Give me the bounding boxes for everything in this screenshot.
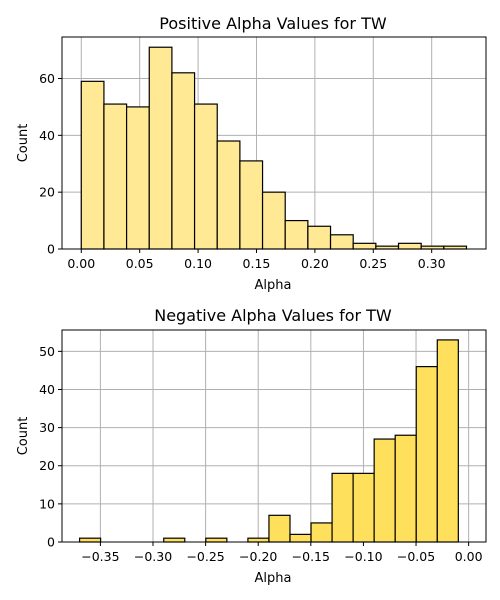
histogram-bar <box>261 191 286 250</box>
histogram-bar <box>394 434 417 543</box>
histogram-bar <box>247 537 270 543</box>
x-tick-label: 0.25 <box>359 256 387 271</box>
histogram-bar <box>436 339 459 543</box>
bars <box>80 46 468 250</box>
x-tick-label: −0.15 <box>292 549 330 564</box>
y-axis-label: Count <box>16 124 31 163</box>
histogram-bar <box>148 46 173 250</box>
axes-frame <box>61 329 487 543</box>
x-axis-label: Alpha <box>255 571 292 586</box>
x-tick-label: −0.35 <box>81 549 119 564</box>
x-tick-label: 0.00 <box>455 549 483 564</box>
x-tick-label: −0.10 <box>344 549 382 564</box>
histogram-bar <box>216 140 241 250</box>
y-tick-label: 30 <box>39 420 55 435</box>
histogram-bar <box>268 514 291 543</box>
y-axis-ticks: 0 10 20 30 40 50 <box>39 344 62 550</box>
y-tick-label: 50 <box>39 344 55 359</box>
positive-alpha-histogram: Positive Alpha Values for TW 0.00 0.05 0.1… <box>16 14 487 293</box>
chart-title: Positive Alpha Values for TW <box>159 14 387 33</box>
y-axis-ticks: 0 20 40 60 <box>39 71 62 257</box>
x-tick-label: 0.20 <box>301 256 329 271</box>
y-tick-label: 40 <box>39 128 55 143</box>
bars <box>78 339 459 543</box>
histogram-bar <box>205 537 228 543</box>
y-tick-label: 20 <box>39 185 55 200</box>
histogram-bar <box>331 472 354 543</box>
x-tick-label: 0.05 <box>126 256 154 271</box>
y-axis-label: Count <box>16 417 31 456</box>
histogram-bar <box>373 438 396 543</box>
histogram-bar <box>80 80 105 250</box>
x-tick-label: 0.00 <box>67 256 95 271</box>
axes-frame <box>61 36 487 250</box>
histogram-bar <box>103 103 128 250</box>
y-tick-label: 0 <box>47 535 55 550</box>
x-tick-label: −0.05 <box>397 549 435 564</box>
histogram-bar <box>78 537 102 543</box>
histogram-bar <box>239 160 264 250</box>
x-tick-label: 0.30 <box>418 256 446 271</box>
y-tick-label: 40 <box>39 382 55 397</box>
histogram-bar <box>397 242 422 250</box>
histogram-bar <box>352 242 377 250</box>
x-axis-label: Alpha <box>255 278 292 293</box>
x-tick-label: −0.20 <box>239 549 277 564</box>
histogram-bar <box>289 533 312 543</box>
histogram-bar <box>307 225 332 250</box>
x-tick-label: 0.15 <box>243 256 271 271</box>
histogram-bar <box>171 72 196 250</box>
y-tick-label: 60 <box>39 71 55 86</box>
x-tick-label: −0.25 <box>186 549 224 564</box>
chart-title: Negative Alpha Values for TW <box>154 306 392 325</box>
histogram-bar <box>415 366 438 543</box>
x-tick-label: −0.30 <box>134 549 172 564</box>
histogram-bar <box>329 234 354 250</box>
x-axis-ticks: −0.35 −0.30 −0.25 −0.20 −0.15 −0.10 −0.05 0.00 <box>81 542 483 564</box>
y-tick-label: 10 <box>39 496 55 511</box>
histogram-bar <box>310 522 333 543</box>
histogram-bar <box>284 219 309 250</box>
x-tick-label: 0.10 <box>184 256 212 271</box>
y-tick-label: 20 <box>39 458 55 473</box>
histogram-bar <box>163 537 186 543</box>
negative-alpha-histogram: Negative Alpha Values for TW −0.35 −0.30−… <box>16 306 487 586</box>
x-axis-ticks: 0.00 0.05 0.10 0.15 0.20 0.25 0.30 <box>67 249 446 271</box>
histogram-bar <box>193 103 218 250</box>
y-tick-label: 0 <box>47 242 55 257</box>
histogram-bar <box>352 472 375 543</box>
histogram-bar <box>125 106 150 250</box>
